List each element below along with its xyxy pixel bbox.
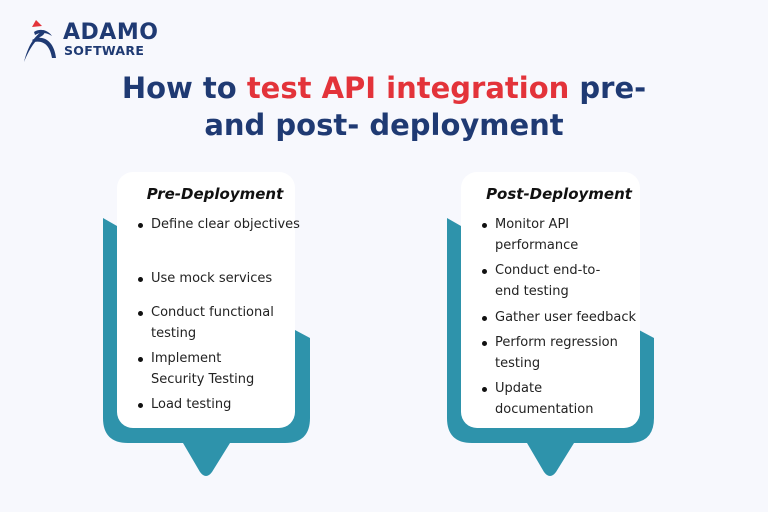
title-part2: pre- [569, 71, 647, 105]
list-item: Monitor API performance [482, 215, 595, 256]
list-item: Update documentation [482, 379, 605, 420]
card-title: Post-Deployment [486, 185, 632, 203]
title-part1: How to [121, 71, 247, 105]
list-item: Gather user feedback [482, 308, 655, 329]
card-frame [103, 172, 310, 476]
list-item: Perform regression testing [482, 333, 623, 374]
pre-deployment-card: Pre-Deployment Define clear objectives U… [100, 170, 330, 480]
post-deployment-card: Post-Deployment Monitor API performance … [444, 170, 674, 480]
brand-name: ADAMO [63, 20, 159, 45]
list-item: Conduct functional testing [138, 303, 291, 344]
list-item: Define clear objectives [138, 215, 301, 236]
title-line2: and post- deployment [204, 108, 564, 142]
logo-icon [24, 20, 56, 62]
title-highlight: test API integration [246, 71, 570, 105]
card-frame [447, 172, 654, 476]
brand-sub: SOFTWARE [64, 43, 145, 58]
logo [20, 18, 180, 62]
list-item: Implement Security Testing [138, 349, 276, 390]
list-item: Load testing [138, 395, 301, 416]
list-item: Use mock services [138, 269, 301, 290]
card-title: Pre-Deployment [146, 185, 284, 203]
page-title: How to test API integration pre- and pos… [0, 70, 768, 144]
list-item: Conduct end-to-end testing [482, 261, 613, 302]
